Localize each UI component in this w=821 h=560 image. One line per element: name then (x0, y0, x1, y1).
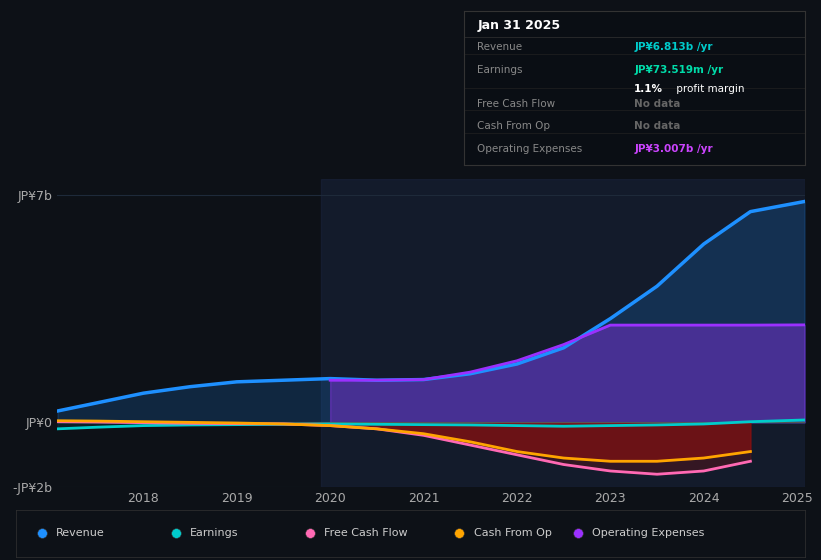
Text: profit margin: profit margin (673, 83, 745, 94)
Bar (321, 179, 805, 487)
Text: Earnings: Earnings (190, 529, 238, 538)
Text: Revenue: Revenue (478, 42, 523, 52)
Text: Earnings: Earnings (478, 65, 523, 75)
Text: Jan 31 2025: Jan 31 2025 (478, 19, 561, 32)
Text: No data: No data (635, 99, 681, 109)
Text: Cash From Op: Cash From Op (478, 120, 551, 130)
Text: Operating Expenses: Operating Expenses (592, 529, 704, 538)
Text: JP¥3.007b /yr: JP¥3.007b /yr (635, 144, 713, 153)
Text: JP¥6.813b /yr: JP¥6.813b /yr (635, 42, 713, 52)
Text: Revenue: Revenue (56, 529, 104, 538)
Text: Operating Expenses: Operating Expenses (478, 144, 583, 153)
Text: No data: No data (635, 120, 681, 130)
Text: Cash From Op: Cash From Op (474, 529, 552, 538)
Text: JP¥73.519m /yr: JP¥73.519m /yr (635, 65, 723, 75)
Text: 1.1%: 1.1% (635, 83, 663, 94)
Text: Free Cash Flow: Free Cash Flow (323, 529, 407, 538)
Text: Free Cash Flow: Free Cash Flow (478, 99, 556, 109)
